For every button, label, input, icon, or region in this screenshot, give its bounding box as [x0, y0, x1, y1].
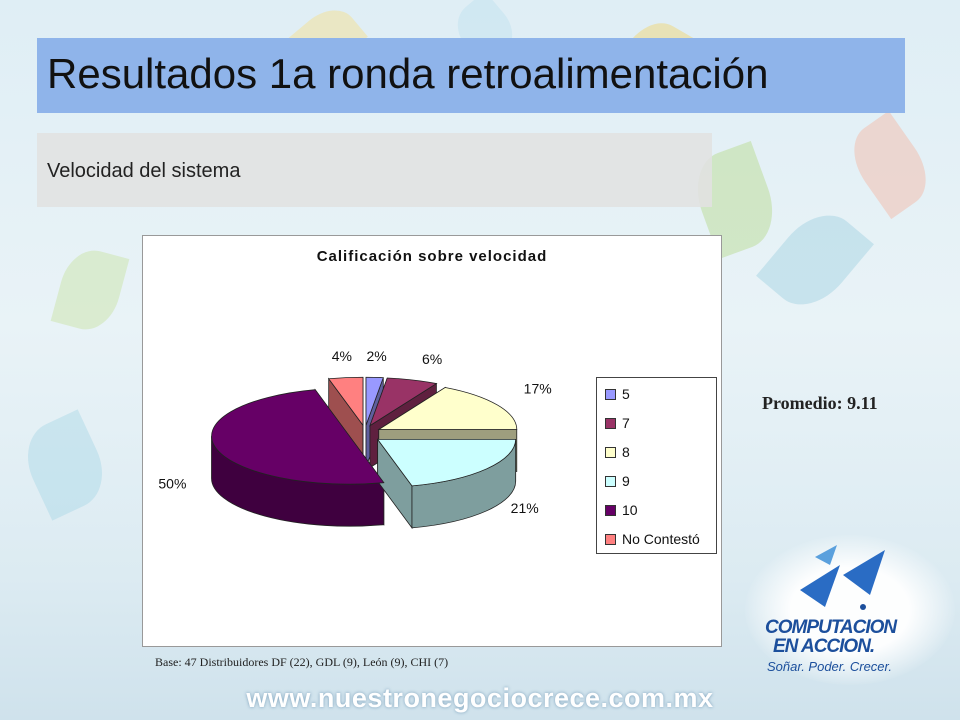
legend-item: 8 [605, 442, 630, 462]
legend-label: 9 [622, 473, 630, 489]
leaf-decoration [50, 243, 130, 337]
pie-slice-no-contestó [327, 376, 364, 427]
legend-item: 5 [605, 384, 630, 404]
legend-swatch [605, 533, 616, 545]
legend-item: 9 [605, 471, 630, 491]
pie-slice-5 [365, 376, 384, 426]
legend-item: 7 [605, 413, 630, 433]
legend-swatch [605, 417, 616, 429]
footer-url: www.nuestronegociocrece.com.mx [246, 683, 714, 713]
chart-title: Calificación sobre velocidad [316, 248, 548, 265]
page-subtitle: Velocidad del sistema [47, 160, 241, 182]
legend-label: 7 [622, 415, 630, 431]
chart-legend: 5 7 8 9 10 No Contestó [596, 377, 717, 554]
legend-label: No Contestó [622, 531, 700, 547]
average-score: Promedio: 9.11 [762, 393, 878, 413]
title-bar: Resultados 1a ronda retroalimentación [37, 38, 905, 113]
legend-swatch [605, 388, 616, 400]
legend-swatch [605, 504, 616, 516]
pie-data-label: 4% [332, 348, 352, 364]
legend-swatch [605, 475, 616, 487]
legend-item: 10 [605, 500, 638, 520]
pie-slice-8 [377, 387, 518, 430]
pie-data-label: 17% [524, 381, 552, 397]
pie-chart: 2% 6% 17% 21% 50% 4% [158, 348, 552, 530]
logo-mark-icon [800, 545, 885, 610]
legend-swatch [605, 446, 616, 458]
legend-label: 8 [622, 444, 630, 460]
pie-data-label: 21% [511, 500, 539, 516]
pie-data-label: 2% [366, 348, 386, 364]
pie-slice-7 [369, 377, 438, 427]
pie-data-label: 50% [158, 476, 186, 492]
pie-slice-10 [211, 389, 385, 485]
chart-area: Calificación sobre velocidad 2% 6% 17% 21% 5… [142, 235, 722, 647]
leaf-decoration [839, 110, 941, 220]
pie-data-label: 6% [422, 351, 442, 367]
legend-item: No Contestó [605, 529, 700, 549]
pie-slice-9 [376, 438, 517, 487]
logo-text-line2: EN ACCION. [773, 636, 875, 657]
logo-tagline: Soñar. Poder. Crecer. [767, 659, 892, 674]
legend-label: 10 [622, 502, 638, 518]
base-note: Base: 47 Distribuidores DF (22), GDL (9)… [155, 655, 449, 669]
leaf-decoration [756, 199, 874, 321]
subtitle-bar: Velocidad del sistema [37, 133, 712, 207]
legend-label: 5 [622, 386, 630, 402]
company-logo: COMPUTACION EN ACCION. Soñar. Poder. Cre… [745, 535, 955, 685]
page-title: Resultados 1a ronda retroalimentación [47, 50, 769, 97]
logo-glow [745, 535, 955, 685]
logo-text-line1: COMPUTACION [765, 617, 897, 638]
leaf-decoration [14, 409, 116, 521]
